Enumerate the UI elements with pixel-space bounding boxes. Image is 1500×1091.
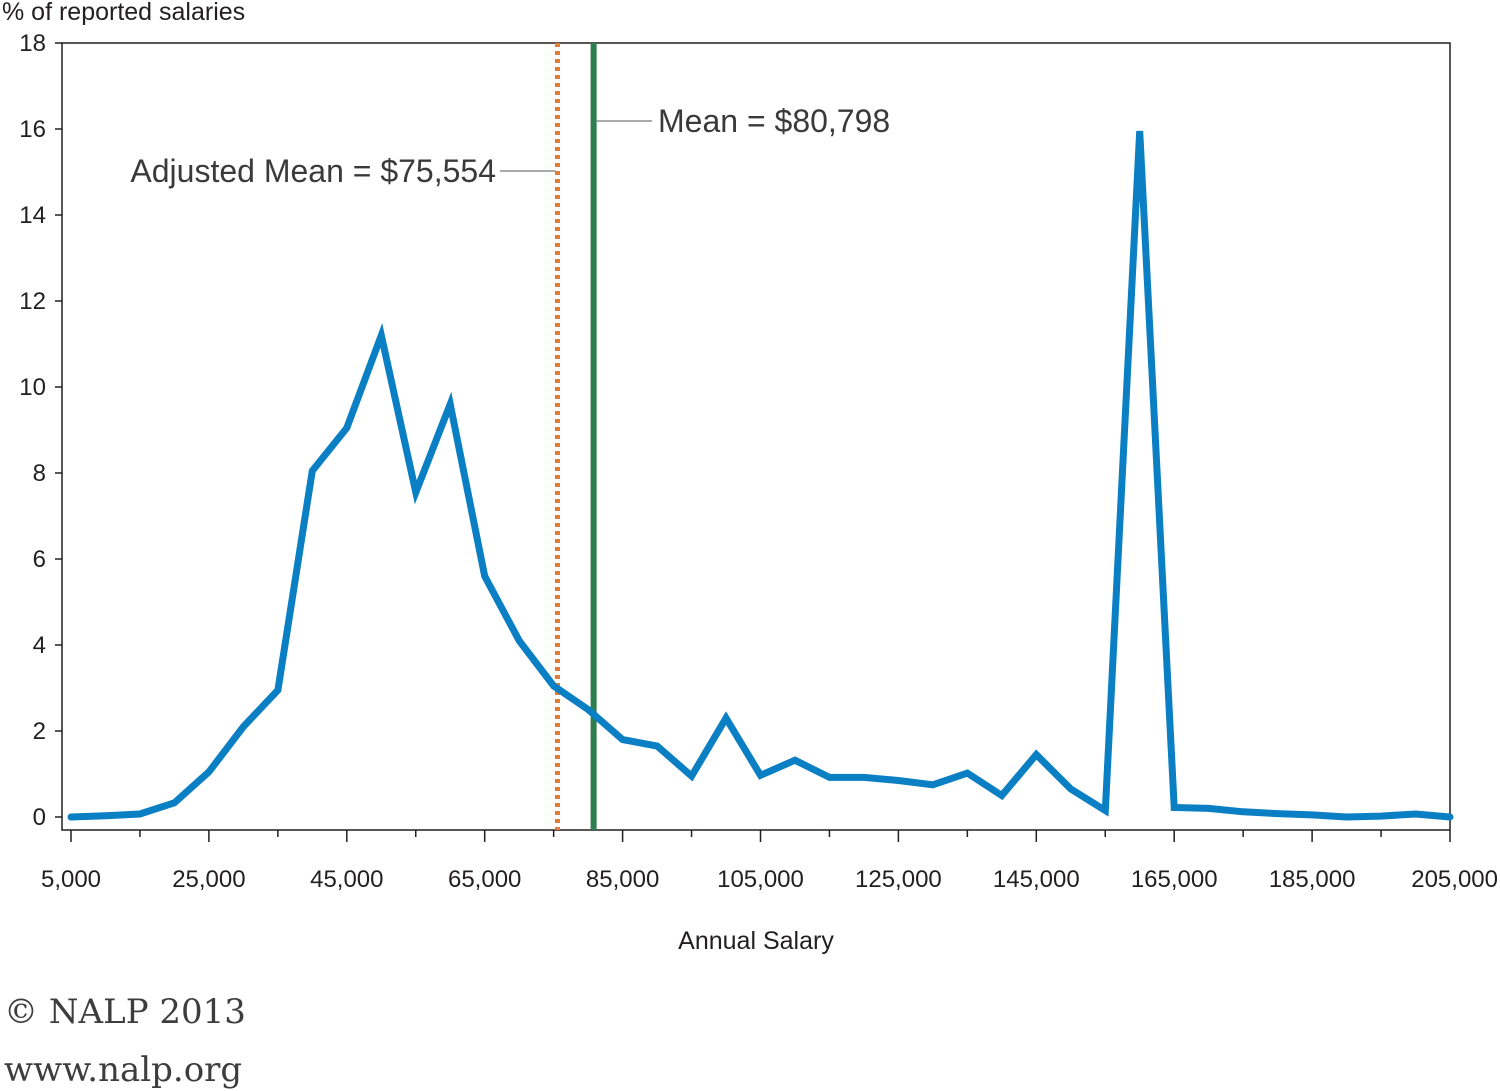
y-tick-label: 6 [33, 546, 46, 573]
data-point [1173, 807, 1175, 808]
x-tick-label: 165,000 [1131, 866, 1218, 893]
data-point [587, 709, 589, 710]
data-point [760, 774, 761, 776]
x-axis-title: Annual Salary [678, 927, 834, 955]
data-point [173, 802, 175, 804]
y-tick-label: 2 [33, 718, 46, 745]
x-axis: 5,000 25,000 45,000 65,000 85,000 105,000 125,… [41, 830, 1498, 893]
data-point [105, 815, 106, 817]
series-line [67, 130, 1454, 821]
data-point [242, 726, 244, 728]
data-point [1380, 815, 1382, 817]
y-tick-label: 16 [19, 116, 46, 143]
x-tick-label: 85,000 [586, 866, 659, 893]
y-tick-label: 8 [33, 460, 46, 487]
x-tick-label: 185,000 [1269, 866, 1356, 893]
y-tick-label: 12 [19, 288, 46, 315]
x-tick-label: 65,000 [448, 866, 521, 893]
data-point [1139, 130, 1141, 132]
data-point [966, 772, 968, 774]
data-point [1001, 795, 1003, 796]
y-tick-label: 0 [33, 804, 46, 831]
data-point [1104, 810, 1106, 811]
x-tick-label: 205,000 [1411, 866, 1498, 893]
x-tick-label: 145,000 [993, 866, 1080, 893]
data-point [1277, 813, 1279, 815]
y-tick-label: 14 [19, 202, 46, 229]
data-point [622, 739, 624, 741]
y-tick-label: 18 [19, 30, 46, 57]
data-point [725, 717, 727, 719]
data-point [1415, 813, 1416, 815]
data-point [1449, 816, 1451, 818]
data-point [139, 813, 141, 815]
data-point [1346, 816, 1348, 818]
mean-label: Mean = $80,798 [658, 103, 890, 139]
data-point [932, 784, 934, 786]
series-layer [67, 130, 1454, 821]
x-tick-label: 25,000 [172, 866, 245, 893]
data-point [794, 759, 796, 761]
data-point [415, 491, 417, 493]
y-axis-title: % of reported salaries [2, 0, 245, 26]
data-point [897, 780, 899, 781]
data-point [208, 771, 210, 773]
copyright-notice: © NALP 2013 [4, 992, 246, 1032]
data-point [1242, 811, 1244, 813]
data-point [863, 776, 865, 778]
y-tick-label: 10 [19, 374, 46, 401]
x-tick-label: 125,000 [855, 866, 942, 893]
data-point [656, 745, 658, 747]
x-tick-label: 5,000 [41, 866, 101, 893]
data-point [1070, 788, 1072, 790]
adjusted-mean-label: Adjusted Mean = $75,554 [130, 153, 496, 189]
data-point [277, 689, 279, 691]
data-point [553, 685, 555, 687]
data-point [1035, 754, 1037, 756]
data-point [691, 775, 693, 777]
data-point [1311, 814, 1313, 816]
y-tick-label: 4 [33, 632, 46, 659]
data-point [311, 470, 313, 472]
website-url: www.nalp.org [4, 1050, 243, 1090]
y-axis: 0 2 4 6 8 10 12 14 16 18 [19, 30, 62, 831]
reference-lines: Adjusted Mean = $75,554 Mean = $80,798 [130, 43, 890, 830]
data-point [346, 427, 348, 429]
data-point [449, 403, 451, 405]
data-point [380, 334, 382, 336]
data-point [70, 816, 72, 818]
x-tick-label: 45,000 [310, 866, 383, 893]
x-tick-label: 105,000 [717, 866, 804, 893]
data-point [829, 776, 830, 778]
data-point [484, 575, 486, 577]
data-point [518, 640, 520, 642]
plot-frame [61, 42, 1451, 831]
data-point [1208, 807, 1210, 809]
